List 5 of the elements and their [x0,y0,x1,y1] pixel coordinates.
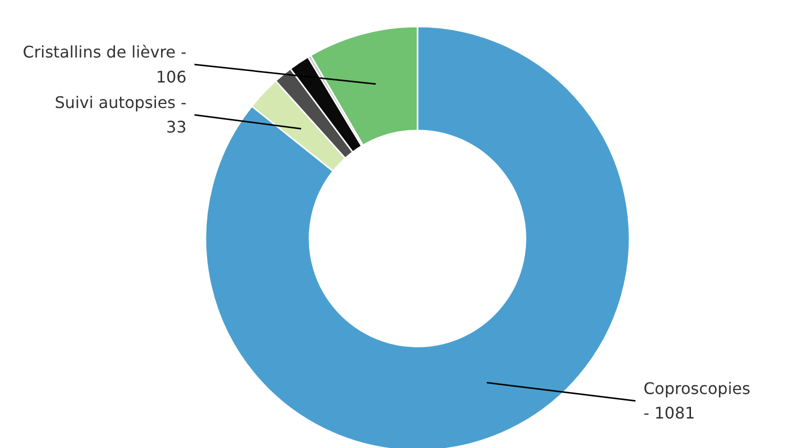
slice-label: Cristallins de lièvre - [22,42,187,62]
data-label: 106 [156,67,187,86]
slice-label: Coproscopies - 1081 [644,379,750,423]
data-label: 33 [166,118,186,137]
slice-label: Suivi autopsies - [54,93,187,112]
